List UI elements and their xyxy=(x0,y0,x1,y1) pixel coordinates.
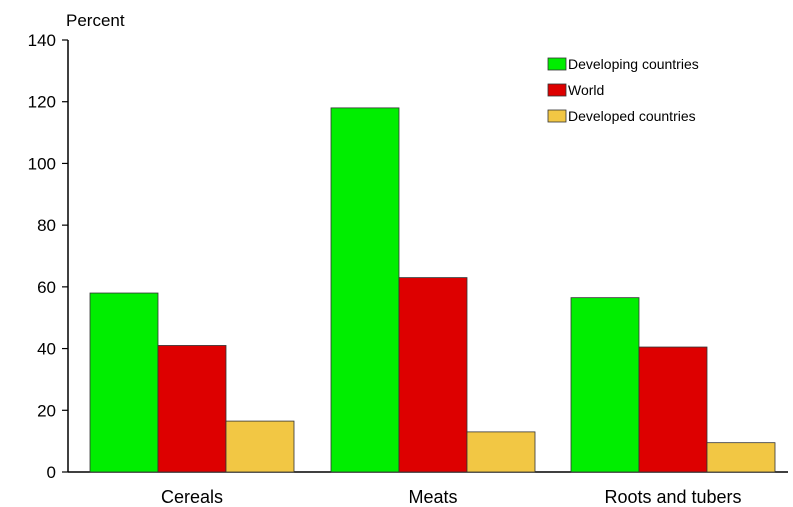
legend: Developing countries World Developed count… xyxy=(547,56,699,124)
y-tick-label: 60 xyxy=(37,278,56,297)
bar-developed-countries-cereals xyxy=(225,420,295,473)
y-axis-unit-label: Percent xyxy=(66,11,125,30)
y-tick-label: 140 xyxy=(28,31,56,50)
bar-developing-countries-roots-and-tubers xyxy=(570,297,640,473)
bar-developed-countries-meats xyxy=(466,431,536,473)
legend-label: Developing countries xyxy=(568,56,699,72)
x-category-label: Cereals xyxy=(161,487,223,507)
bars xyxy=(89,107,776,473)
bar-developing-countries-meats xyxy=(330,107,400,473)
bar-world-meats xyxy=(398,277,468,473)
y-tick-label: 120 xyxy=(28,93,56,112)
legend-label: Developed countries xyxy=(568,108,696,124)
x-category-label: Roots and tubers xyxy=(604,487,741,507)
y-tick-label: 40 xyxy=(37,340,56,359)
legend-swatch xyxy=(547,57,567,71)
y-tick-label: 20 xyxy=(37,401,56,420)
bar-world-roots-and-tubers xyxy=(638,346,708,473)
category-labels: Cereals Meats Roots and tubers xyxy=(161,487,742,507)
legend-swatch xyxy=(547,83,567,97)
y-tick-label: 0 xyxy=(47,463,56,482)
y-axis-ticks: 0 20 40 60 80 100 120 140 xyxy=(28,31,68,482)
y-tick-label: 80 xyxy=(37,216,56,235)
x-category-label: Meats xyxy=(408,487,457,507)
bar-developed-countries-roots-and-tubers xyxy=(706,442,776,473)
y-tick-label: 100 xyxy=(28,154,56,173)
bar-developing-countries-cereals xyxy=(89,292,159,473)
legend-label: World xyxy=(568,82,604,98)
legend-swatch xyxy=(547,109,567,123)
bar-world-cereals xyxy=(157,345,227,473)
